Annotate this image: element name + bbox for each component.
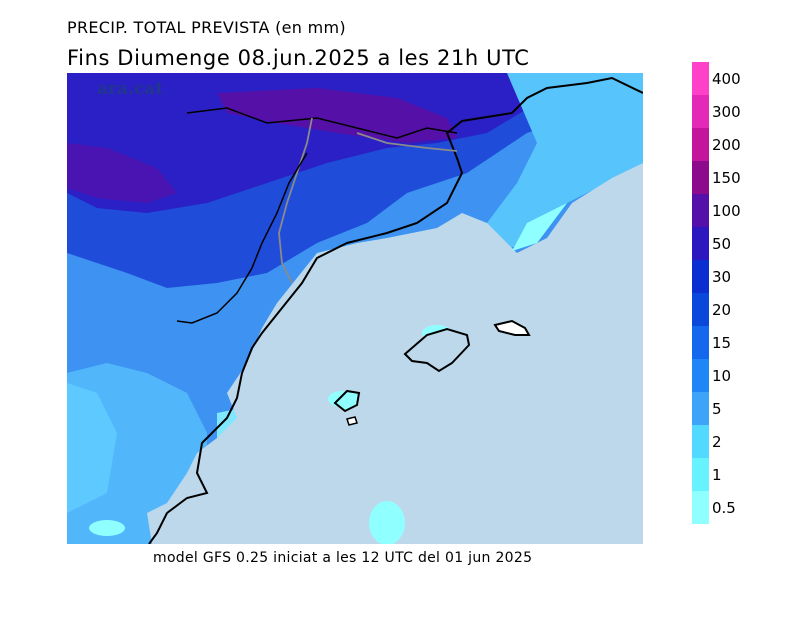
precip-zone-ne-light — [487, 73, 643, 248]
legend-label-5: 5 — [712, 399, 722, 418]
legend-label-10: 10 — [712, 366, 732, 385]
legend-swatch-15 — [692, 326, 709, 359]
color-legend — [692, 62, 709, 524]
legend-swatch-2 — [692, 425, 709, 458]
border-france — [186, 107, 458, 139]
island-ibiza — [333, 389, 361, 413]
legend-swatch-300 — [692, 95, 709, 128]
map-canvas — [67, 73, 643, 544]
legend-label-150: 150 — [712, 168, 741, 187]
precip-zone-nw-100 — [67, 143, 177, 203]
legend-label-50: 50 — [712, 234, 732, 253]
watermark-logo: ara.cat — [97, 79, 164, 99]
sea-blob-ne — [512, 203, 567, 251]
border-andorra — [356, 132, 458, 152]
legend-swatch-50 — [692, 227, 709, 260]
precip-zone-pyrenees-100 — [217, 88, 457, 143]
legend-label-300: 300 — [712, 102, 741, 121]
legend-swatch-30 — [692, 260, 709, 293]
island-menorca — [493, 319, 531, 336]
legend-label-15: 15 — [712, 333, 732, 352]
model-info: model GFS 0.25 iniciat a les 12 UTC del … — [153, 550, 533, 566]
legend-swatch-5 — [692, 392, 709, 425]
legend-label-30: 30 — [712, 267, 732, 286]
legend-swatch-400 — [692, 62, 709, 95]
coastline — [148, 76, 643, 544]
legend-swatch-20 — [692, 293, 709, 326]
border-aragon — [176, 152, 308, 324]
island-formentera — [346, 416, 358, 426]
legend-swatch-100 — [692, 194, 709, 227]
legend-label-100: 100 — [712, 201, 741, 220]
border-catalonia-west — [278, 117, 313, 284]
precip-zone-north-50 — [67, 73, 567, 213]
legend-swatch-150 — [692, 161, 709, 194]
legend-label-2: 2 — [712, 432, 722, 451]
precip-zone-sw-light — [67, 383, 117, 513]
legend-label-0.5: 0.5 — [712, 498, 736, 517]
legend-swatch-200 — [692, 128, 709, 161]
map-title-line1: PRECIP. TOTAL PREVISTA (en mm) — [67, 18, 346, 37]
island-mallorca — [403, 327, 471, 373]
legend-label-400: 400 — [712, 69, 741, 88]
legend-swatch-10 — [692, 359, 709, 392]
map-title-line2: Fins Diumenge 08.jun.2025 a les 21h UTC — [67, 46, 530, 70]
sea-area — [147, 163, 643, 544]
legend-label-20: 20 — [712, 300, 732, 319]
legend-label-200: 200 — [712, 135, 741, 154]
sea-blob-south — [369, 501, 405, 544]
land-blob-sw — [89, 520, 125, 536]
legend-swatch-1 — [692, 458, 709, 491]
precipitation-map: ara.cat — [67, 73, 643, 544]
legend-label-1: 1 — [712, 465, 722, 484]
legend-swatch-0.5 — [692, 491, 709, 524]
